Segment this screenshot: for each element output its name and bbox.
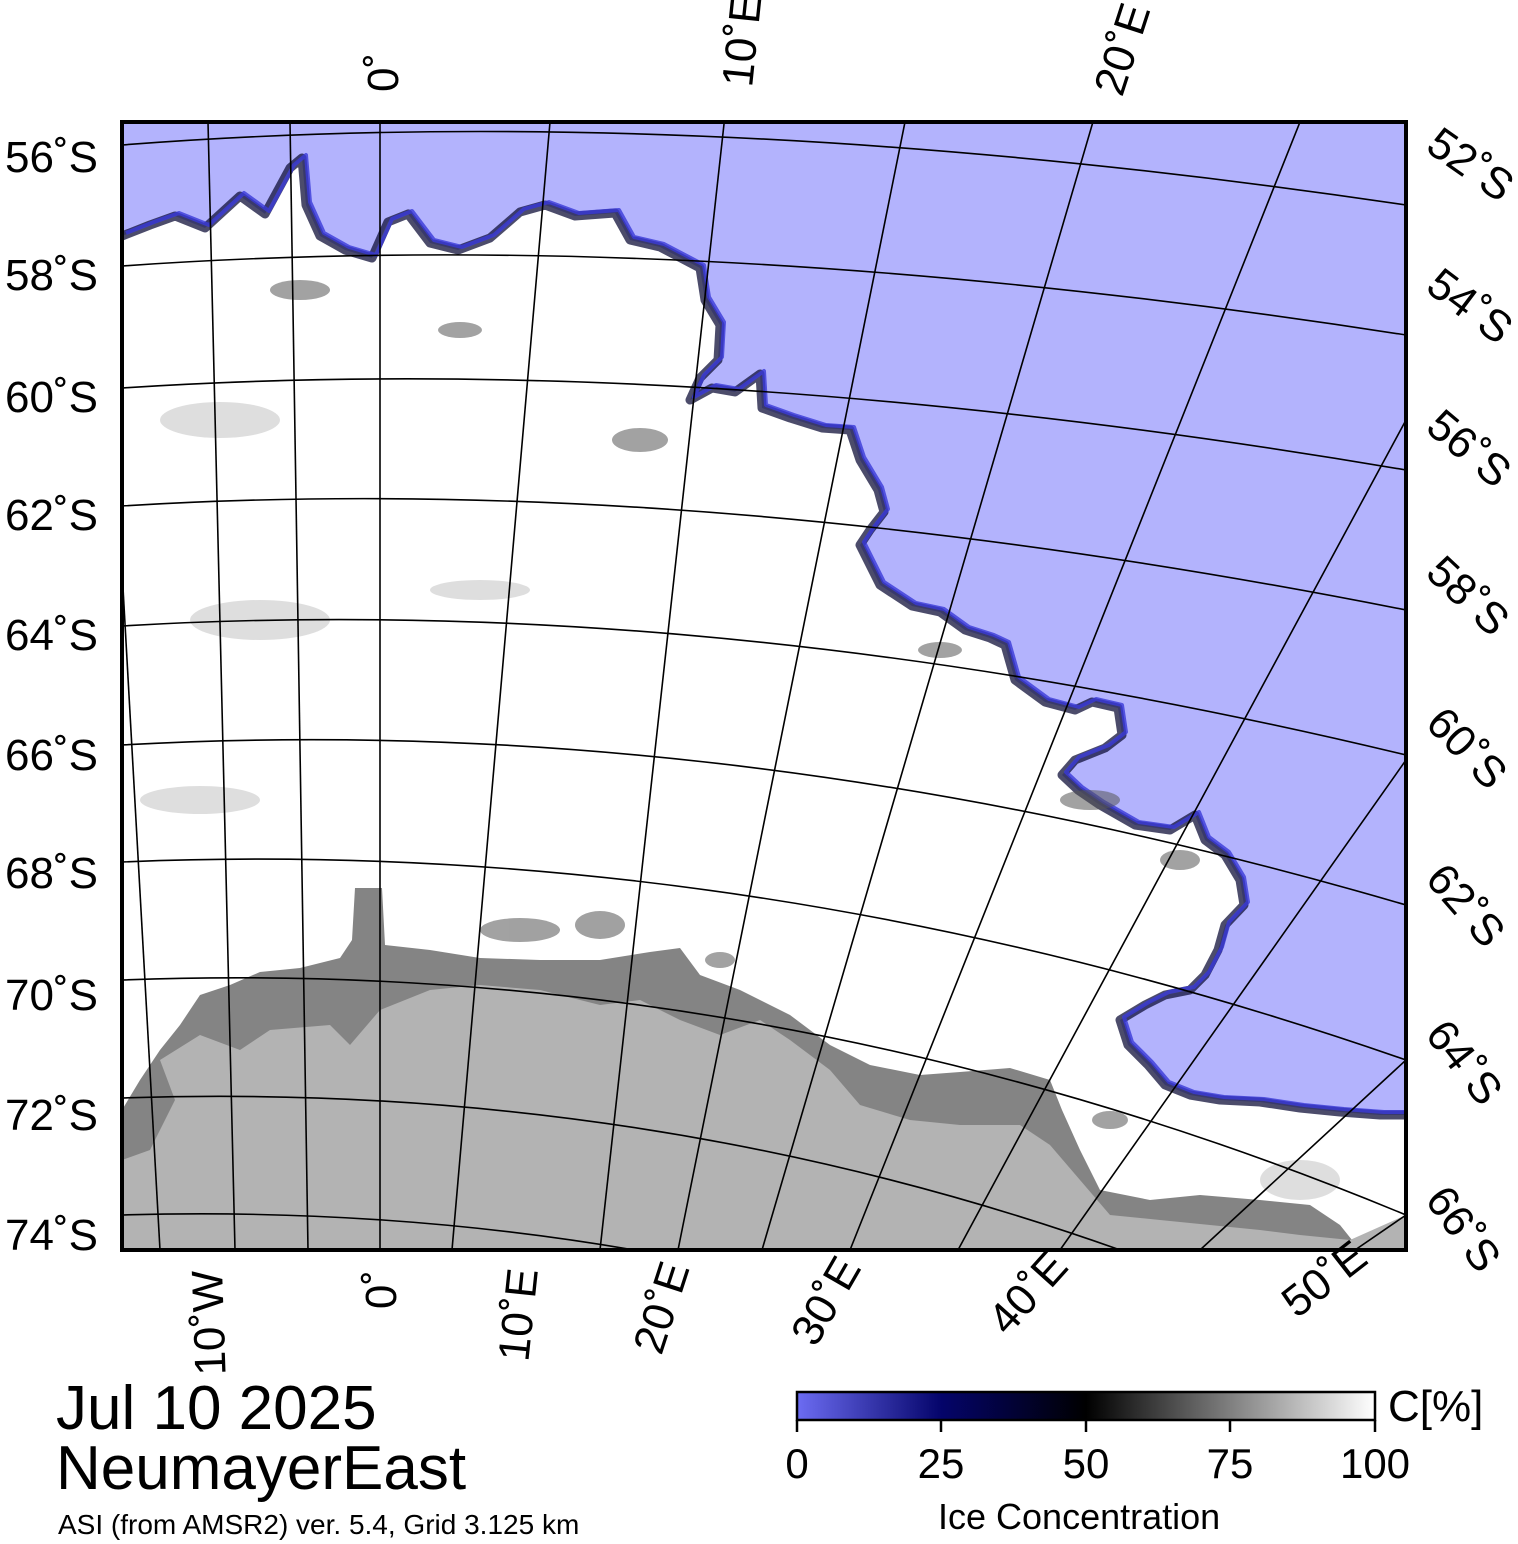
lat-label-right: 56˚S	[1418, 400, 1518, 497]
colorbar	[795, 1390, 1377, 1422]
lat-label-right: 66˚S	[1416, 1177, 1510, 1281]
land	[122, 985, 1406, 1250]
lat-label-left: 68˚S	[5, 849, 98, 898]
colorbar-tick-label: 25	[917, 1440, 965, 1487]
lon-label-bottom: 10˚W	[183, 1269, 236, 1376]
lat-label-left: 56˚S	[5, 133, 98, 182]
latitude-graticule	[122, 130, 1406, 1250]
colorbar-tick-label: 50	[1062, 1440, 1110, 1487]
longitude-graticule	[122, 122, 1406, 1250]
lon-label-bottom: 10˚E	[489, 1266, 547, 1364]
lat-label-left: 60˚S	[5, 373, 98, 422]
product-note: ASI (from AMSR2) ver. 5.4, Grid 3.125 km	[58, 1509, 580, 1540]
latitude-labels-left: 56˚S 58˚S 60˚S 62˚S 64˚S 66˚S 68˚S 70˚S …	[5, 133, 98, 1260]
colorbar-tick-label: 0	[785, 1440, 809, 1487]
colorbar-tick-label: 100	[1339, 1440, 1411, 1487]
map-region-name: NeumayerEast	[56, 1434, 467, 1503]
lat-label-left: 58˚S	[5, 251, 98, 300]
lat-label-right: 58˚S	[1417, 546, 1518, 645]
colorbar-title: Ice Concentration	[938, 1496, 1221, 1537]
lat-label-left: 72˚S	[5, 1091, 98, 1140]
lat-label-left: 66˚S	[5, 731, 98, 780]
longitude-labels-bottom: 10˚W 0˚ 10˚E 20˚E 30˚E 40˚E 50˚E	[183, 1231, 1376, 1376]
map-frame	[120, 120, 1408, 1252]
colorbar-tick-label: 75	[1206, 1440, 1254, 1487]
lat-label-right: 62˚S	[1416, 854, 1514, 956]
longitude-labels-top: 0˚ 10˚E 20˚E	[359, 0, 1160, 101]
map-canvas	[122, 122, 1406, 1250]
lat-label-right: 64˚S	[1416, 1011, 1512, 1114]
lon-label-bottom: 0˚	[357, 1270, 406, 1309]
lon-label-bottom: 20˚E	[624, 1256, 699, 1360]
lon-label-top: 20˚E	[1085, 0, 1160, 101]
lon-label-bottom: 30˚E	[782, 1249, 871, 1354]
lon-label-bottom: 40˚E	[979, 1242, 1078, 1344]
lat-label-right: 54˚S	[1418, 259, 1518, 354]
low-concentration-patches	[270, 280, 1200, 1129]
lat-label-right: 52˚S	[1418, 118, 1518, 211]
ice-edge-low-concentration	[125, 153, 1406, 1114]
latitude-labels-right: 52˚S 54˚S 56˚S 58˚S 60˚S 62˚S 64˚S 66˚S	[1416, 118, 1518, 1281]
lat-label-left: 74˚S	[5, 1211, 98, 1260]
lon-label-top: 10˚E	[713, 0, 771, 89]
lat-label-left: 64˚S	[5, 611, 98, 660]
map-date: Jul 10 2025	[56, 1374, 377, 1443]
colorbar-unit: C[%]	[1388, 1382, 1484, 1431]
lat-label-left: 70˚S	[5, 971, 98, 1020]
colorbar-tick-marks	[795, 1420, 1377, 1432]
lon-label-top: 0˚	[359, 53, 408, 92]
lat-label-right: 60˚S	[1417, 698, 1517, 799]
lat-label-left: 62˚S	[5, 491, 98, 540]
